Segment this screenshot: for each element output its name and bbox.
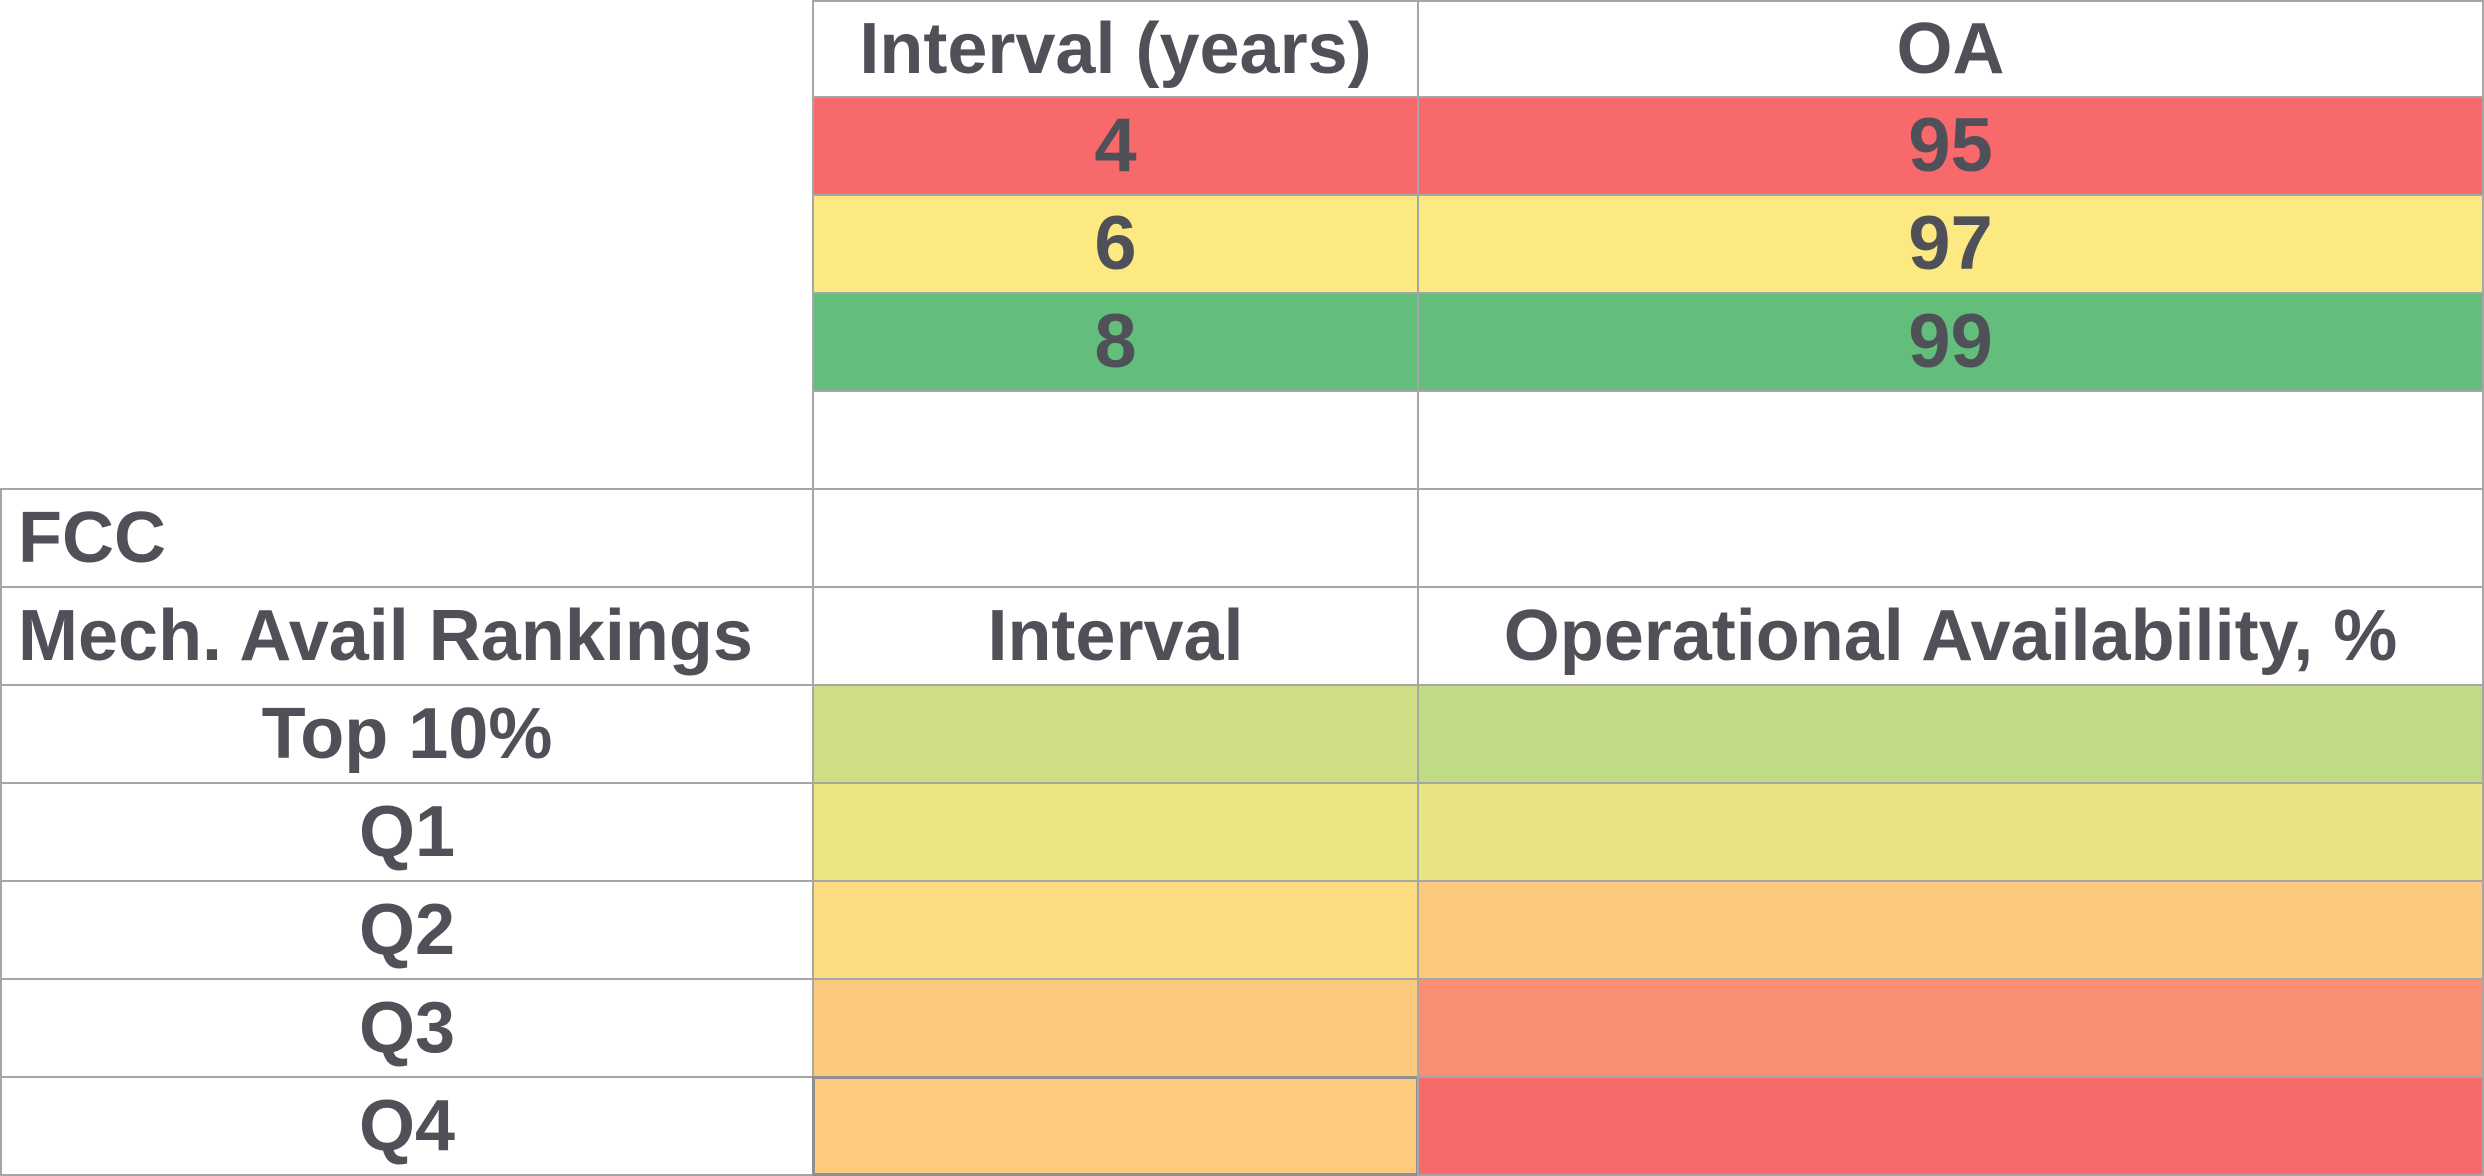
legend-header-interval[interactable]: Interval (years) xyxy=(812,0,1419,98)
ranking-label-q1[interactable]: Q1 xyxy=(0,782,814,882)
legend-oa-95[interactable]: 95 xyxy=(1417,96,2484,196)
legend-interval-8[interactable]: 8 xyxy=(812,292,1419,392)
header-mech-avail-rankings[interactable]: Mech. Avail Rankings xyxy=(0,586,814,686)
ranking-label-q3[interactable]: Q3 xyxy=(0,978,814,1078)
header-interval[interactable]: Interval xyxy=(812,586,1419,686)
empty-top-left-area xyxy=(0,0,812,490)
ranking-label-q4[interactable]: Q4 xyxy=(0,1076,814,1176)
oa-heat-top10[interactable] xyxy=(1417,684,2484,784)
oa-heat-q4[interactable] xyxy=(1417,1076,2484,1176)
ranking-label-top10[interactable]: Top 10% xyxy=(0,684,814,784)
ranking-label-q2[interactable]: Q2 xyxy=(0,880,814,980)
legend-interval-4[interactable]: 4 xyxy=(812,96,1419,196)
legend-header-oa[interactable]: OA xyxy=(1417,0,2484,98)
section-title-fcc[interactable]: FCC xyxy=(0,488,814,588)
interval-heat-q2[interactable] xyxy=(812,880,1419,980)
interval-heat-q4-selected[interactable] xyxy=(812,1076,1419,1176)
header-operational-availability[interactable]: Operational Availability, % xyxy=(1417,586,2484,686)
interval-heat-q1[interactable] xyxy=(812,782,1419,882)
oa-heat-q3[interactable] xyxy=(1417,978,2484,1078)
empty-cell[interactable] xyxy=(812,488,1419,588)
empty-cell[interactable] xyxy=(1417,390,2484,490)
oa-heat-q1[interactable] xyxy=(1417,782,2484,882)
oa-heat-q2[interactable] xyxy=(1417,880,2484,980)
legend-oa-99[interactable]: 99 xyxy=(1417,292,2484,392)
legend-oa-97[interactable]: 97 xyxy=(1417,194,2484,294)
empty-cell[interactable] xyxy=(812,390,1419,490)
empty-cell[interactable] xyxy=(1417,488,2484,588)
interval-heat-top10[interactable] xyxy=(812,684,1419,784)
legend-interval-6[interactable]: 6 xyxy=(812,194,1419,294)
interval-heat-q3[interactable] xyxy=(812,978,1419,1078)
